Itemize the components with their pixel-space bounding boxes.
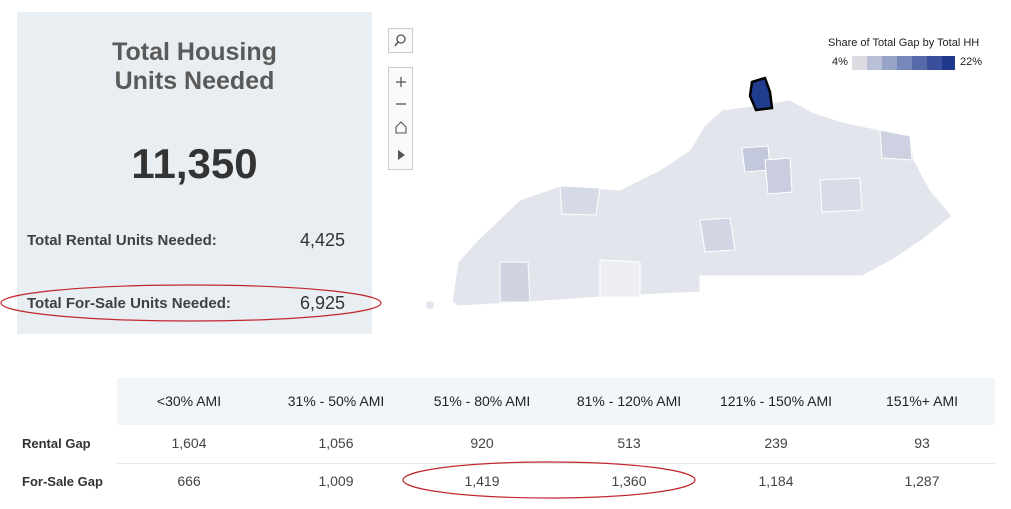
legend-swatches [852, 56, 955, 70]
forsale-label: Total For-Sale Units Needed: [27, 295, 231, 312]
row-label: For-Sale Gap [22, 474, 103, 489]
zoom-in[interactable] [396, 77, 406, 87]
legend-title: Share of Total Gap by Total HH [828, 37, 980, 49]
table-cell: 1,604 [171, 435, 207, 451]
column-header: <30% AMI [156, 393, 222, 409]
forsale-value: 6,925 [300, 293, 346, 313]
column-header: 81% - 120% AMI [576, 393, 682, 409]
kentucky-map[interactable] [426, 76, 953, 309]
table-cell: 1,056 [318, 435, 354, 451]
table-cell: 513 [617, 435, 641, 451]
table-cell: 1,360 [611, 473, 647, 489]
highlight-ellipse [0, 284, 382, 322]
summary-title: Total Housing [112, 38, 277, 66]
table-cell: 1,009 [318, 473, 354, 489]
summary-panel [17, 12, 372, 334]
map-toolbar [388, 67, 413, 170]
search-button[interactable] [388, 28, 413, 53]
rental-value: 4,425 [300, 230, 346, 250]
play[interactable] [398, 150, 405, 160]
table-cell: 1,184 [758, 473, 794, 489]
column-header: 31% - 50% AMI [287, 393, 385, 409]
column-header: 151%+ AMI [886, 393, 958, 409]
home[interactable] [395, 121, 407, 134]
total-value: 11,350 [131, 140, 258, 187]
column-header: 121% - 150% AMI [719, 393, 833, 409]
table-cell: 1,287 [904, 473, 940, 489]
column-header: 51% - 80% AMI [433, 393, 531, 409]
table-header [117, 378, 995, 425]
table-cell: 239 [764, 435, 788, 451]
legend-max: 22% [960, 56, 983, 68]
toolbar-icons [395, 77, 407, 160]
rental-label: Total Rental Units Needed: [27, 232, 217, 249]
table-cell: 1,419 [464, 473, 500, 489]
summary-title: Units Needed [114, 67, 275, 95]
table-cell: 920 [470, 435, 494, 451]
table-cell: 93 [914, 435, 930, 451]
table-cell: 666 [177, 473, 201, 489]
search-icon [394, 34, 406, 47]
legend-min: 4% [832, 56, 848, 68]
row-label: Rental Gap [22, 436, 91, 451]
